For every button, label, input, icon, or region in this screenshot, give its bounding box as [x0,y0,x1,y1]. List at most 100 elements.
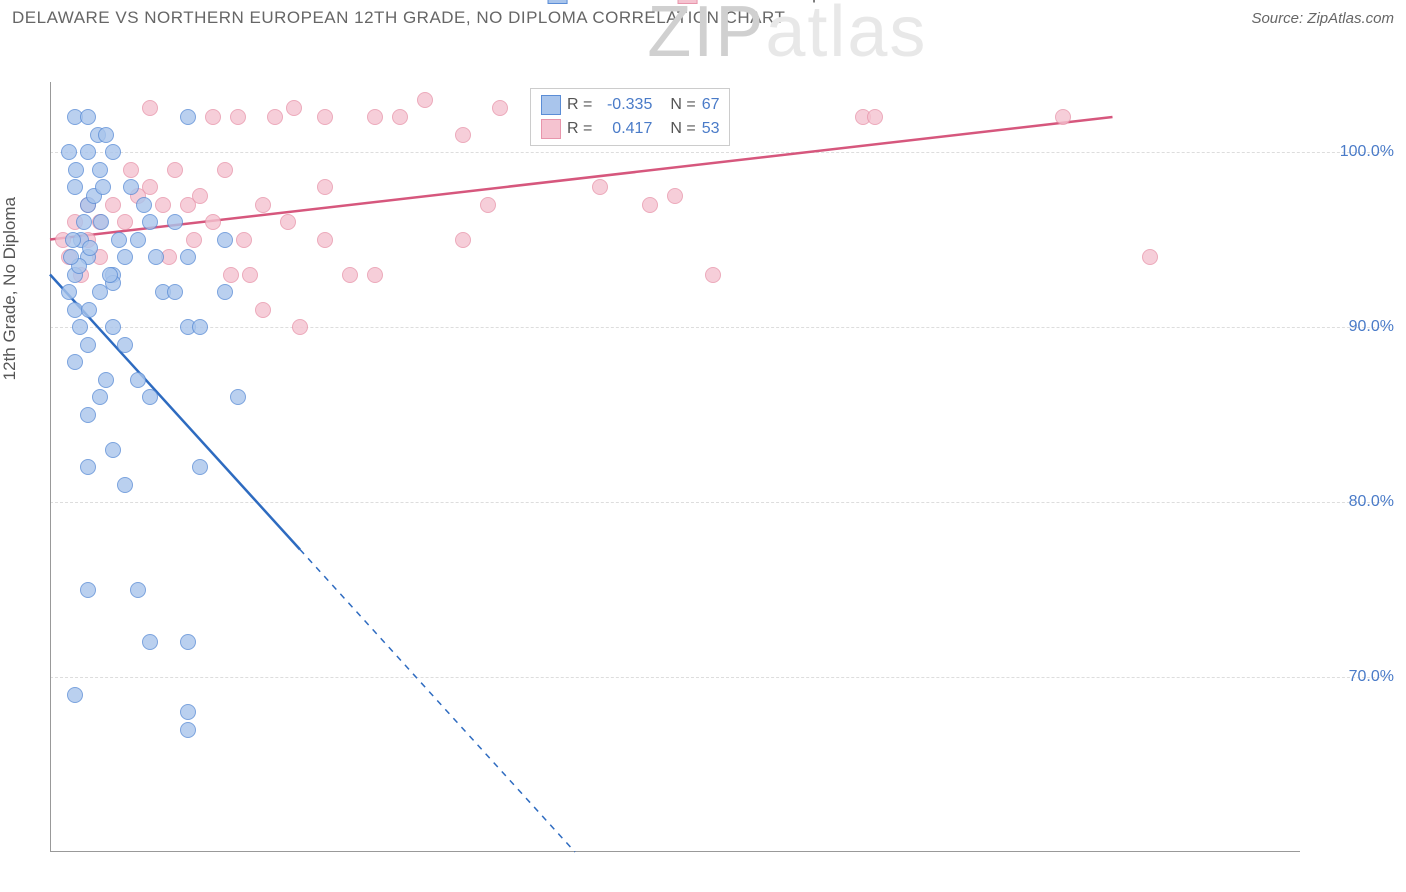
northern-point [417,92,433,108]
y-tick-label: 90.0% [1349,318,1394,336]
delaware-point [180,109,196,125]
y-tick-label: 100.0% [1340,143,1394,161]
delaware-point [105,319,121,335]
delaware-point [217,284,233,300]
legend-swatch [541,119,561,139]
delaware-point [167,284,183,300]
northern-point [167,162,183,178]
delaware-point [102,267,118,283]
delaware-point [142,634,158,650]
northern-point [242,267,258,283]
delaware-point [61,284,77,300]
delaware-point [92,162,108,178]
x-tick-label: 100.0% [1250,0,1304,4]
delaware-point [192,459,208,475]
northern-point [155,197,171,213]
delaware-point [67,179,83,195]
northern-point [392,109,408,125]
delaware-point [80,582,96,598]
northern-point [255,197,271,213]
delaware-point [105,442,121,458]
northern-point [480,197,496,213]
northern-point [267,109,283,125]
northern-point [642,197,658,213]
northern-point [367,109,383,125]
delaware-point [180,634,196,650]
northern-point [255,302,271,318]
delaware-point [180,249,196,265]
delaware-point [142,214,158,230]
northern-point [217,162,233,178]
northern-point [317,109,333,125]
legend-item: Delaware [548,0,648,4]
northern-point [205,109,221,125]
n-label: N = [670,96,695,114]
delaware-point [80,109,96,125]
delaware-point [117,477,133,493]
northern-point [142,100,158,116]
r-value: -0.335 [598,96,652,114]
delaware-point [80,407,96,423]
delaware-point [80,144,96,160]
northern-point [1142,249,1158,265]
delaware-point [217,232,233,248]
chart-title: DELAWARE VS NORTHERN EUROPEAN 12TH GRADE… [12,8,785,28]
northern-point [280,214,296,230]
delaware-point [80,337,96,353]
delaware-point [92,389,108,405]
delaware-point [142,389,158,405]
legend-swatch [541,95,561,115]
legend-label: Delaware [576,0,648,4]
northern-point [123,162,139,178]
delaware-point [76,214,92,230]
header: DELAWARE VS NORTHERN EUROPEAN 12TH GRADE… [0,0,1406,32]
northern-point [292,319,308,335]
delaware-point [136,197,152,213]
northern-point [317,232,333,248]
legend-row: R =-0.335N =67 [541,93,719,117]
y-tick-label: 80.0% [1349,493,1394,511]
delaware-point [230,389,246,405]
delaware-point [61,144,77,160]
northern-point [223,267,239,283]
northern-point [186,232,202,248]
legend-label: Northern Europeans [705,0,858,4]
delaware-point [68,162,84,178]
northern-point [455,232,471,248]
y-tick-label: 70.0% [1349,668,1394,686]
northern-point [230,109,246,125]
northern-point [192,188,208,204]
n-value: 53 [702,120,720,138]
delaware-point [130,232,146,248]
northern-point [205,214,221,230]
delaware-point [95,179,111,195]
northern-point [705,267,721,283]
delaware-point [72,319,88,335]
northern-point [342,267,358,283]
delaware-point [192,319,208,335]
northern-point [667,188,683,204]
delaware-point [82,240,98,256]
delaware-point [117,337,133,353]
y-axis-label: 12th Grade, No Diploma [0,197,20,380]
delaware-point [98,372,114,388]
northern-point [1055,109,1071,125]
delaware-point [111,232,127,248]
delaware-point [80,459,96,475]
delaware-point [130,372,146,388]
northern-point [236,232,252,248]
delaware-point [180,722,196,738]
northern-point [317,179,333,195]
delaware-point [148,249,164,265]
delaware-point [117,249,133,265]
legend-row: R = 0.417N =53 [541,117,719,141]
legend-swatch [677,0,697,4]
legend-swatch [548,0,568,4]
legend-correlation: R =-0.335N =67R = 0.417N =53 [530,88,730,146]
delaware-point [105,144,121,160]
n-label: N = [670,120,695,138]
northern-point [117,214,133,230]
delaware-point [167,214,183,230]
delaware-point [81,302,97,318]
delaware-point [67,687,83,703]
